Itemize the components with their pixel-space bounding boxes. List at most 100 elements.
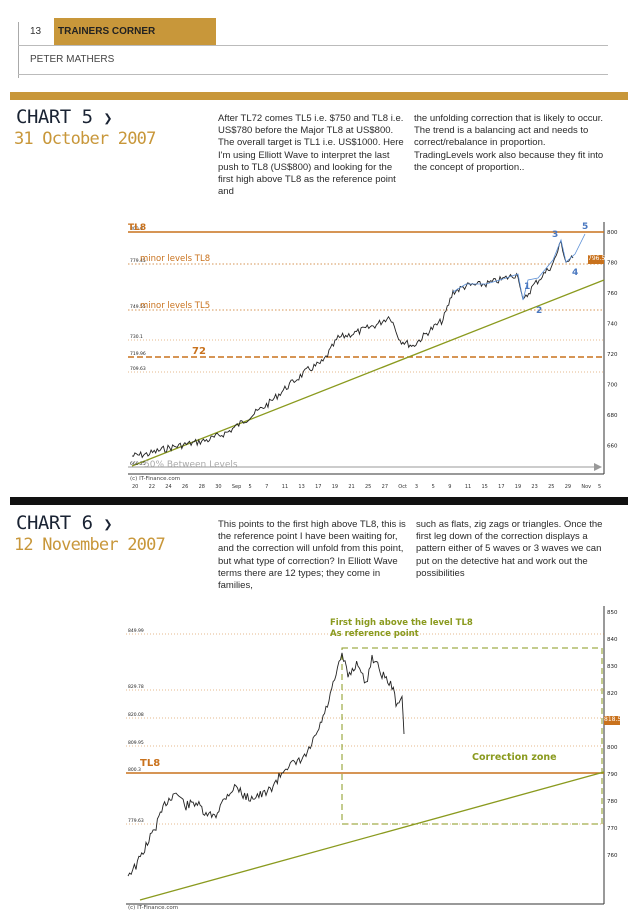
- chart5-date: 31 October 2007: [14, 129, 156, 149]
- y-tick-label: 780: [607, 799, 618, 805]
- left-level-label: 660.25: [130, 461, 146, 467]
- chart5-label-minor-tl8: minor levels TL8: [140, 254, 211, 264]
- chart5-label-minor-tl5: minor levels TL5: [140, 301, 211, 311]
- chart5-x-axis: 20 22 24 26 28 30 Sep 5 7 11 13 17 19 21 25 27 Oct 3 5 9 11 1…: [128, 484, 604, 492]
- y-tick-label: 770: [607, 826, 618, 832]
- chart5-paragraph-col1: After TL72 comes TL5 i.e. $750 and TL8 i…: [218, 113, 404, 198]
- chart5-title: CHART 5: [16, 106, 93, 128]
- chart6-price-chart: 850840830820810800790780770760849.99829.…: [126, 606, 626, 916]
- y-tick-label: 760: [607, 853, 618, 859]
- chart5-label-tl8: TL8: [128, 223, 147, 233]
- chart5-wave-4: 4: [572, 268, 579, 278]
- chart6-correction-zone-label: Correction zone: [472, 752, 557, 763]
- section-divider-gold: [10, 92, 628, 100]
- chart5-wave-5: 5: [582, 222, 589, 232]
- chart5-wave-1: 1: [524, 282, 531, 292]
- chart6-heading: CHART 6 ❯: [16, 512, 113, 534]
- x-tick-label: 27: [381, 484, 389, 490]
- x-tick-label: 29: [564, 484, 572, 490]
- y-tick-label: 850: [607, 610, 618, 616]
- section-title: TRAINERS CORNER: [54, 18, 216, 46]
- y-tick-label: 840: [607, 637, 618, 643]
- y-tick-label: 700: [607, 383, 618, 389]
- chart6-paragraph-col1: This points to the first high above TL8,…: [218, 519, 406, 592]
- y-tick-label: 680: [607, 413, 618, 419]
- left-level-label: 849.99: [128, 628, 144, 634]
- left-level-label: 749.55: [130, 304, 146, 310]
- chart6-annotation-line2: As reference point: [330, 629, 419, 639]
- header-divider: [18, 45, 608, 46]
- x-tick-label: 26: [181, 484, 189, 490]
- chart5-paragraph-col2: the unfolding correction that is likely …: [414, 113, 604, 173]
- chart6-paragraph-col2: such as flats, zig zags or triangles. On…: [416, 519, 603, 579]
- chart5-price-label: 796.5: [588, 255, 606, 262]
- y-tick-label: 820: [607, 691, 618, 697]
- left-level-label: 709.63: [130, 366, 146, 372]
- y-tick-label: 720: [607, 352, 618, 358]
- left-level-label: 779.45: [130, 258, 146, 264]
- section-divider-black: [10, 497, 628, 505]
- x-tick-label: 23: [531, 484, 538, 490]
- x-tick-label: 17: [315, 484, 322, 490]
- x-tick-label: 5: [248, 484, 252, 490]
- x-tick-label: 13: [298, 484, 305, 490]
- chart6-date: 12 November 2007: [14, 535, 166, 555]
- chevron-right-icon: ❯: [103, 109, 113, 127]
- x-tick-label: Oct: [398, 484, 407, 490]
- left-level-label: 829.78: [128, 684, 144, 690]
- chart6-label-tl8: TL8: [140, 758, 161, 769]
- chart5-wave-3: 3: [552, 230, 559, 240]
- chevron-right-icon: ❯: [103, 515, 113, 533]
- x-tick-label: 7: [265, 484, 269, 490]
- y-tick-label: 830: [607, 664, 618, 670]
- x-tick-label: 17: [498, 484, 505, 490]
- chart5-price-chart: 800 780 760 740 720 700 680 660 800.0 779.45 749.5…: [128, 222, 618, 494]
- x-tick-label: Sep: [231, 484, 242, 490]
- chart5-wave-2: 2: [536, 306, 543, 316]
- left-level-label: 800.3: [128, 767, 141, 773]
- y-tick-label: 760: [607, 291, 618, 297]
- chart6-annotation-line1: First high above the level TL8: [330, 618, 473, 628]
- chart5-label-between: 50% Between Levels: [144, 460, 238, 470]
- x-tick-label: 9: [448, 484, 452, 490]
- left-level-label: 719.96: [130, 351, 146, 357]
- x-tick-label: 11: [464, 484, 472, 490]
- x-tick-label: 30: [215, 484, 222, 490]
- y-tick-label: 800: [607, 745, 618, 751]
- chart6-source: (c) IT-Finance.com: [128, 905, 179, 911]
- x-tick-label: 5: [598, 484, 602, 490]
- y-tick-label: 800: [607, 230, 618, 236]
- left-level-label: 809.95: [128, 740, 144, 746]
- chart5-svg: 800 780 760 740 720 700 680 660 800.0 779.45 749.5…: [128, 222, 618, 475]
- chart5-source: (c) IT-Finance.com: [130, 476, 181, 482]
- left-level-label: 800.0: [130, 226, 143, 232]
- x-tick-label: 11: [281, 484, 289, 490]
- x-tick-label: 15: [481, 484, 488, 490]
- x-tick-label: 19: [331, 484, 339, 490]
- header-divider-bottom: [18, 74, 608, 75]
- left-level-label: 779.63: [128, 818, 144, 824]
- y-tick-label: 660: [607, 444, 618, 450]
- y-tick-label: 780: [607, 261, 618, 267]
- chart5-heading: CHART 5 ❯: [16, 106, 113, 128]
- x-tick-label: 20: [132, 484, 139, 490]
- left-level-label: 730.1: [130, 334, 143, 340]
- x-tick-label: 25: [365, 484, 372, 490]
- x-tick-label: Nov: [581, 484, 592, 490]
- header-vertical-rule: [18, 22, 19, 78]
- page-number: 13: [30, 26, 42, 37]
- left-level-label: 820.08: [128, 712, 144, 718]
- x-tick-label: 3: [414, 484, 419, 490]
- x-tick-label: 5: [431, 484, 435, 490]
- chart6-svg: 850840830820810800790780770760849.99829.…: [126, 606, 620, 905]
- x-tick-label: 25: [548, 484, 555, 490]
- chart6-title: CHART 6: [16, 512, 93, 534]
- x-tick-label: 19: [514, 484, 522, 490]
- y-tick-label: 740: [607, 322, 618, 328]
- x-tick-label: 22: [148, 484, 156, 490]
- chart6-price-label: 818.5: [604, 716, 622, 723]
- author-name: PETER MATHERS: [30, 54, 115, 65]
- x-tick-label: 24: [165, 484, 172, 490]
- y-tick-label: 790: [607, 772, 618, 778]
- chart5-label-72: 72: [192, 346, 206, 357]
